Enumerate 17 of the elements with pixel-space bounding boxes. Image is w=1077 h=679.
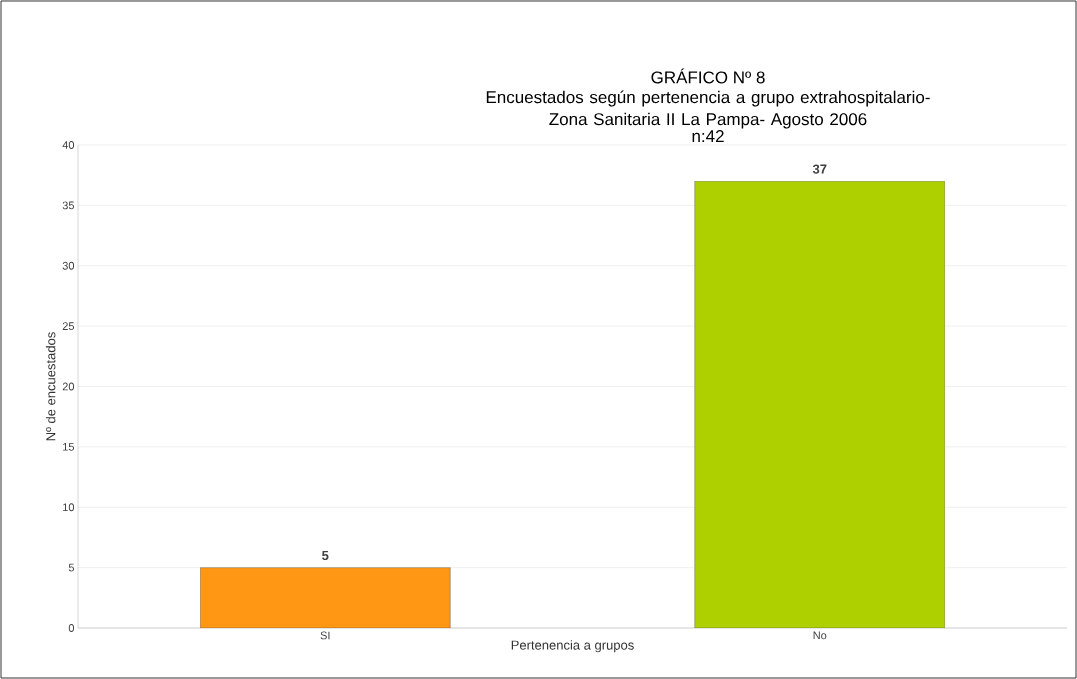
y-tick-label: 10 [63,503,75,512]
y-tick-label: 35 [62,201,75,210]
data-label: 37 [812,164,827,174]
x-axis-title: Pertenencia a grupos [511,640,634,653]
y-tick-label: 25 [62,322,75,331]
data-label: 5 [322,551,329,561]
y-tick-label: 30 [62,261,75,270]
y-tick-label: 40 [62,141,75,149]
text: n:42 [692,130,724,142]
x-tick-label: No [813,631,827,640]
y-axis-title: Nº de encuestados [45,332,56,441]
y-tick-label: 15 [63,443,75,451]
y-tick-label: 0 [68,624,75,632]
x-tick-label: SI [320,631,330,640]
y-tick-label: 5 [68,563,75,572]
y-tick-label: 20 [62,382,75,391]
chart-title: GRÁFICO Nº 8 [651,68,765,84]
